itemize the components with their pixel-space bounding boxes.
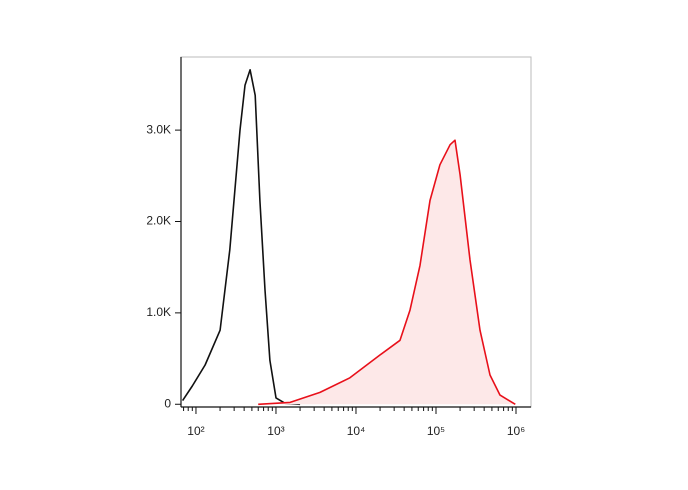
y-tick-label: 2.0K — [146, 214, 171, 228]
y-tick-label: 3.0K — [146, 122, 171, 136]
histogram-fill — [258, 140, 516, 405]
x-tick-label: 10² — [187, 424, 204, 438]
histogram-line — [181, 69, 301, 406]
y-tick-label: 0 — [164, 396, 171, 410]
x-tick-label: 10⁵ — [427, 424, 445, 438]
histogram-line — [258, 139, 516, 406]
y-tick-label: 1.0K — [146, 305, 171, 319]
x-tick-label: 10⁴ — [347, 424, 366, 438]
x-tick-label: 10³ — [267, 424, 284, 438]
x-tick-label: 10⁶ — [507, 424, 525, 438]
